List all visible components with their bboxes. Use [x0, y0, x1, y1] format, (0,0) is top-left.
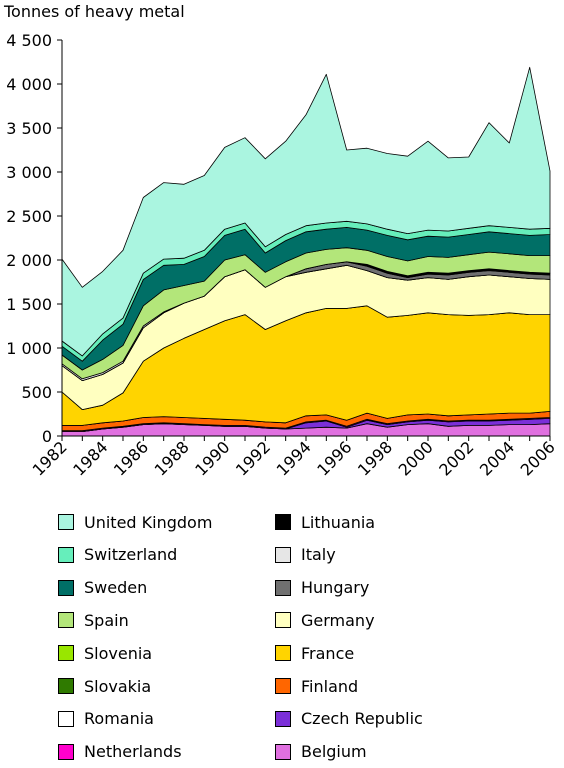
legend-swatch [275, 612, 291, 629]
legend-item-sweden: Sweden [58, 577, 147, 599]
y-tick-label: 2 500 [6, 207, 52, 226]
y-tick-label: 500 [21, 383, 52, 402]
y-tick-label: 2 000 [6, 251, 52, 270]
legend-label: France [301, 643, 355, 663]
legend-item-slovakia: Slovakia [58, 675, 151, 697]
x-tick-label: 1994 [273, 437, 315, 479]
y-tick-label: 0 [42, 427, 52, 446]
x-tick-label: 1990 [191, 437, 233, 479]
legend-item-switzerland: Switzerland [58, 544, 177, 566]
legend-swatch [275, 514, 291, 530]
legend-label: Belgium [301, 742, 367, 762]
legend-item-united-kingdom: United Kingdom [58, 511, 212, 533]
legend-swatch [58, 678, 74, 694]
legend-item-lithuania: Lithuania [275, 511, 375, 533]
legend-label: Germany [301, 610, 375, 630]
legend-label: Slovakia [84, 676, 152, 696]
legend-item-france: France [275, 642, 354, 664]
legend-item-slovenia: Slovenia [58, 642, 152, 664]
legend-item-italy: Italy [275, 544, 336, 566]
legend-label: Lithuania [301, 512, 376, 532]
x-tick-label: 2000 [395, 437, 437, 479]
legend-item-hungary: Hungary [275, 577, 369, 599]
legend-item-romania: Romania [58, 708, 154, 730]
legend-swatch [58, 579, 74, 596]
y-tick-label: 1 500 [6, 295, 52, 314]
legend-item-czech-republic: Czech Republic [275, 708, 423, 730]
legend-swatch [275, 678, 291, 694]
legend-label: Romania [84, 709, 154, 729]
x-tick-label: 1984 [69, 437, 111, 479]
legend-swatch [58, 546, 74, 563]
legend-swatch [275, 645, 291, 662]
x-tick-label: 1982 [29, 437, 71, 479]
x-tick-label: 1986 [110, 437, 152, 479]
y-axis-title: Tonnes of heavy metal [4, 2, 185, 21]
legend-swatch [275, 579, 291, 596]
legend-item-finland: Finland [275, 675, 358, 697]
x-tick-label: 2002 [435, 437, 477, 479]
legend-label: Netherlands [84, 742, 182, 762]
x-tick-label: 2004 [476, 437, 518, 479]
legend-swatch [275, 710, 291, 727]
legend-item-spain: Spain [58, 609, 129, 631]
y-tick-label: 3 500 [6, 119, 52, 138]
x-tick-label: 1992 [232, 437, 274, 479]
legend-swatch [58, 710, 74, 727]
legend-label: Spain [84, 610, 129, 630]
legend-label: Czech Republic [301, 709, 423, 729]
y-tick-label: 3 000 [6, 163, 52, 182]
legend-label: Sweden [84, 578, 148, 598]
legend-item-belgium: Belgium [275, 741, 367, 763]
legend-label: Slovenia [84, 643, 153, 663]
legend-label: United Kingdom [84, 512, 213, 532]
y-tick-label: 1 000 [6, 339, 52, 358]
x-tick-label: 1988 [151, 437, 193, 479]
y-tick-label: 4 000 [6, 75, 52, 94]
x-tick-label: 1996 [313, 437, 355, 479]
legend-swatch [58, 514, 74, 530]
legend-swatch [275, 743, 291, 760]
x-tick-label: 2006 [517, 437, 559, 479]
area-series-group [61, 66, 551, 437]
legend-label: Italy [301, 545, 336, 565]
legend-item-germany: Germany [275, 609, 375, 631]
legend-swatch [58, 743, 74, 760]
chart-legend: United Kingdom Switzerland Sweden Spain Slov… [58, 511, 558, 766]
x-tick-label: 1998 [354, 437, 396, 479]
legend-label: Finland [301, 676, 359, 696]
legend-label: Hungary [301, 578, 370, 598]
y-tick-label: 4 500 [6, 31, 52, 50]
legend-swatch [58, 612, 74, 629]
legend-swatch [275, 546, 291, 563]
legend-label: Switzerland [84, 545, 178, 565]
stacked-area-chart: 0 500 1 000 1 500 2 000 2 500 3 000 3 500 4 000 4… [6, 31, 559, 480]
legend-swatch [58, 645, 74, 662]
area-united-kingdom [61, 66, 551, 357]
legend-item-netherlands: Netherlands [58, 741, 182, 763]
